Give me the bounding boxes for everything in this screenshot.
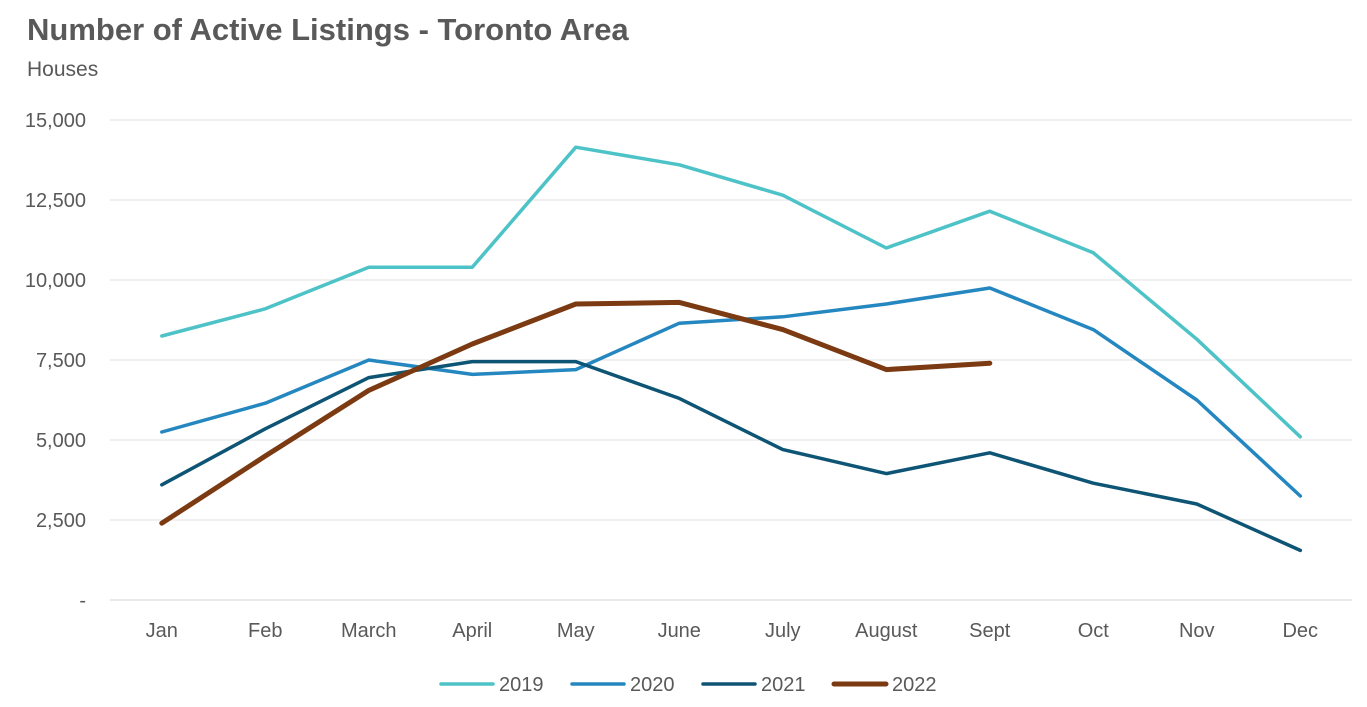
x-tick-label: July xyxy=(765,620,801,642)
x-tick-label: Nov xyxy=(1179,620,1215,642)
chart-subtitle: Houses xyxy=(27,58,99,81)
series-lines xyxy=(159,145,1303,553)
x-tick-label: Oct xyxy=(1078,620,1110,642)
gridlines xyxy=(110,119,1352,601)
legend: 2019 2020 2021 2022 xyxy=(439,674,937,696)
x-tick-label: March xyxy=(341,620,397,642)
y-axis-ticks: - 2,500 5,000 7,500 10,000 12,500 15,000 xyxy=(25,110,86,612)
x-tick-label: May xyxy=(557,620,595,642)
series-line-2019 xyxy=(160,145,1303,439)
legend-label-2021: 2021 xyxy=(761,674,806,696)
y-tick-label: 2,500 xyxy=(36,510,86,532)
x-tick-label: Sept xyxy=(969,620,1011,642)
y-tick-label: 7,500 xyxy=(36,350,86,372)
x-tick-label: June xyxy=(658,620,701,642)
series-line-2020 xyxy=(160,286,1303,498)
chart-title: Number of Active Listings - Toronto Area xyxy=(27,12,629,47)
x-tick-label: August xyxy=(855,620,918,642)
y-tick-label: 12,500 xyxy=(25,190,86,212)
x-tick-label: Jan xyxy=(146,620,178,642)
x-tick-label: Dec xyxy=(1282,620,1318,642)
series-line-2022 xyxy=(159,299,993,526)
legend-label-2022: 2022 xyxy=(892,674,937,696)
y-tick-label: 10,000 xyxy=(25,270,86,292)
y-tick-label: 5,000 xyxy=(36,430,86,452)
x-tick-label: Feb xyxy=(248,620,282,642)
y-tick-label: - xyxy=(79,590,86,612)
x-tick-label: April xyxy=(452,620,492,642)
y-tick-label: 15,000 xyxy=(25,110,86,132)
x-axis-ticks: Jan Feb March April May June July August Sept Oct… xyxy=(146,620,1318,642)
series-line-2021 xyxy=(160,359,1303,553)
legend-label-2020: 2020 xyxy=(630,674,675,696)
legend-label-2019: 2019 xyxy=(499,674,544,696)
